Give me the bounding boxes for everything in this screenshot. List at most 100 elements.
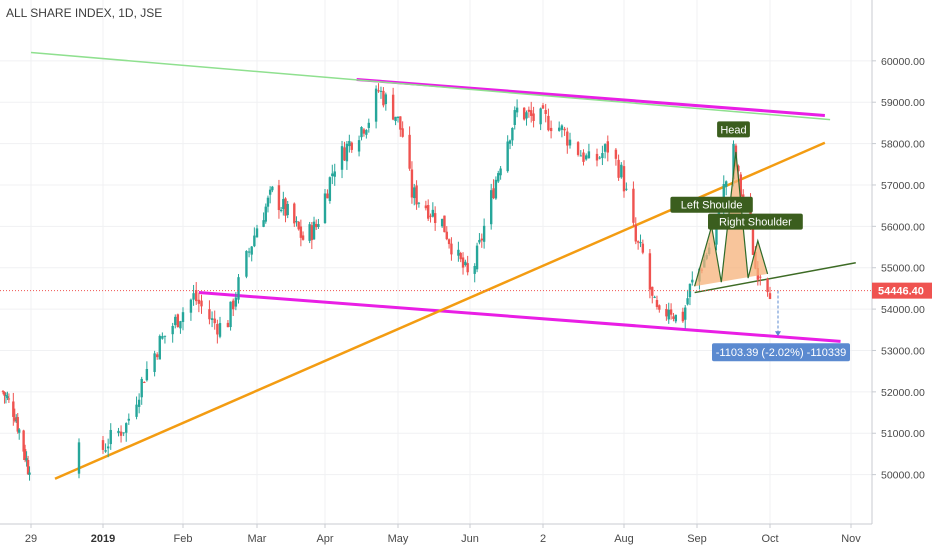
candle-up: [171, 326, 174, 335]
candle-down: [492, 188, 495, 199]
candle-up: [104, 450, 107, 452]
last-price-label: 54446.40: [878, 286, 924, 298]
candle-up: [722, 184, 725, 209]
candle-up: [725, 181, 728, 187]
price-tick-label: 50000.00: [881, 470, 925, 482]
candle-up: [317, 224, 320, 228]
candle-down: [527, 109, 531, 112]
candle-down: [563, 128, 566, 131]
candle-up: [323, 193, 327, 224]
candle-up: [6, 396, 9, 398]
candle-down: [522, 107, 526, 120]
candle-down: [326, 193, 329, 199]
candle-down: [301, 235, 305, 240]
candle-up: [333, 171, 336, 177]
candle-down: [101, 440, 105, 450]
long-trend-line[interactable]: [30, 51, 831, 121]
candle-down: [622, 166, 626, 192]
price-tick-label: 56000.00: [881, 221, 925, 233]
annotation-left-shoulde[interactable]: Left Shoulde: [670, 196, 753, 213]
candle-up: [715, 220, 718, 245]
last-price-badge: [872, 282, 932, 299]
candle-down: [232, 300, 235, 310]
annotation-head[interactable]: Head: [717, 121, 750, 138]
candle-up: [77, 442, 81, 474]
time-tick-label: May: [388, 533, 409, 545]
candle-down: [665, 308, 668, 317]
candle-down: [208, 309, 211, 320]
candle-up: [585, 155, 588, 160]
pattern-annotations[interactable]: Head Left Shoulde Right Shoulder: [670, 121, 803, 230]
candle-up: [218, 323, 222, 337]
candle-up: [189, 299, 193, 313]
candle-up: [431, 209, 435, 217]
candle-up: [684, 307, 687, 320]
neckline[interactable]: [694, 262, 856, 294]
grid: [0, 0, 872, 524]
candle-up: [135, 404, 138, 417]
candle-down: [595, 153, 599, 161]
candle-down: [399, 116, 402, 130]
candle-down: [350, 142, 353, 150]
candle-up: [674, 314, 678, 322]
candle-up: [18, 429, 21, 433]
candle-down: [614, 149, 618, 159]
candle-up: [587, 151, 591, 159]
candle-down: [544, 109, 547, 114]
candle-down: [606, 141, 609, 153]
lower-channel-line[interactable]: [198, 291, 841, 343]
candle-down: [284, 198, 287, 216]
candle-down: [641, 243, 645, 253]
candle-up: [140, 378, 143, 398]
candle-down: [26, 459, 30, 475]
time-tick-label: Jun: [461, 533, 479, 545]
candle-up: [515, 107, 519, 113]
candle-up: [250, 246, 253, 255]
time-tick-label: 2019: [91, 533, 115, 545]
candle-up: [511, 127, 514, 141]
price-range-measurement[interactable]: -1103.39 (-2.02%) -110339: [712, 290, 850, 362]
candle-up: [245, 250, 248, 277]
rising-support-line[interactable]: [54, 141, 826, 480]
candle-down: [648, 253, 652, 290]
candle-down: [766, 279, 769, 293]
candle-up: [558, 127, 561, 131]
candle-down: [143, 382, 146, 384]
candle-up: [625, 188, 628, 190]
candle-down: [424, 205, 428, 209]
time-axis[interactable]: 29 2019 Feb Mar Apr May Jun 2 Aug Sep Oct Nov: [0, 523, 872, 545]
candle-up: [489, 190, 493, 225]
candle-up: [161, 336, 164, 339]
candle-up: [667, 309, 670, 320]
candle-down: [681, 311, 685, 322]
candle-up: [109, 429, 112, 445]
price-axis[interactable]: 50000.00 51000.00 52000.00 53000.00 54000.00…: [0, 0, 932, 524]
candle-down: [155, 354, 159, 358]
candle-up: [158, 335, 161, 360]
price-tick-label: 53000.00: [881, 345, 925, 357]
candle-down: [634, 224, 637, 242]
candle-up: [688, 283, 692, 298]
candle-up: [396, 116, 400, 119]
annotation-label: Left Shoulde: [681, 200, 743, 212]
candle-up: [513, 110, 516, 125]
candle-up: [508, 140, 512, 144]
candle-up: [328, 177, 332, 201]
candle-up: [413, 187, 416, 199]
candle-down: [541, 105, 545, 109]
candle-up: [686, 298, 689, 305]
candle-down: [429, 215, 432, 217]
price-tick-label: 58000.00: [881, 139, 925, 151]
candle-up: [106, 446, 110, 449]
price-tick-label: 51000.00: [881, 428, 925, 440]
candle-up: [308, 224, 311, 241]
upper-channel-line[interactable]: [356, 77, 825, 117]
candle-down: [200, 300, 203, 307]
candle-up: [127, 418, 131, 421]
time-tick-label: Apr: [316, 533, 333, 545]
candle-up: [122, 432, 125, 434]
annotation-right-shoulder[interactable]: Right Shoulder: [708, 213, 803, 230]
candle-up: [234, 297, 238, 307]
candle-down: [408, 134, 411, 169]
